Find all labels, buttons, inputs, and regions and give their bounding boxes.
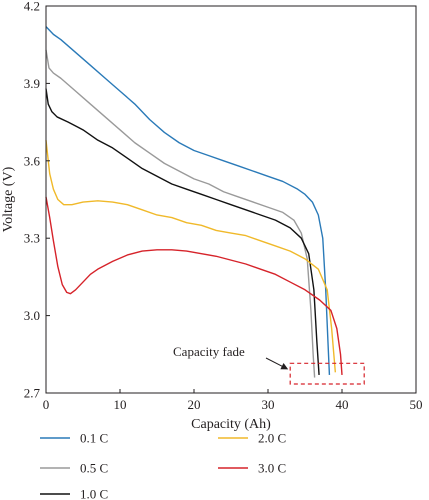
series-line-2-0-c <box>45 140 337 373</box>
y-tick-label: 3.3 <box>24 231 40 246</box>
series-line-1-0-c <box>45 88 320 375</box>
series-line-0-5-c <box>45 49 316 378</box>
y-tick-label: 3.6 <box>24 153 41 168</box>
legend-label: 0.5 C <box>80 461 108 476</box>
legend: 0.1 C 0.5 C 1.0 C 2.0 C 3.0 C <box>40 431 286 500</box>
y-tick-label: 3.0 <box>24 308 40 323</box>
legend-label: 0.1 C <box>80 431 108 446</box>
series-line-0-1-c <box>45 26 331 375</box>
legend-label: 2.0 C <box>258 431 286 446</box>
x-axis-title: Capacity (Ah) <box>191 417 271 432</box>
x-tick-label: 10 <box>114 397 127 412</box>
annotation-layer: Capacity fade <box>173 344 365 385</box>
y-tick-label: 3.9 <box>24 76 40 91</box>
legend-label: 3.0 C <box>258 461 286 476</box>
series-line-3-0-c <box>45 196 343 375</box>
series-layer <box>45 26 343 378</box>
capacity-fade-box <box>289 362 365 385</box>
annotation-arrow-head <box>280 363 289 370</box>
y-tick-label: 4.2 <box>24 0 40 14</box>
y-axis-title: Voltage (V) <box>1 166 16 232</box>
x-tick-label: 0 <box>43 397 50 412</box>
annotation-arrow-line <box>265 357 285 368</box>
x-tick-label: 50 <box>410 397 423 412</box>
x-tick-label: 30 <box>262 397 275 412</box>
annotation-label: Capacity fade <box>173 344 245 359</box>
ticks-layer: 0 10 20 30 40 50 2.7 3.0 3.3 3.6 3.9 4.2 <box>24 0 423 412</box>
legend-label: 1.0 C <box>80 487 108 500</box>
y-tick-label: 2.7 <box>24 386 41 401</box>
x-tick-label: 40 <box>336 397 349 412</box>
x-tick-label: 20 <box>188 397 201 412</box>
plot-frame <box>45 5 417 394</box>
